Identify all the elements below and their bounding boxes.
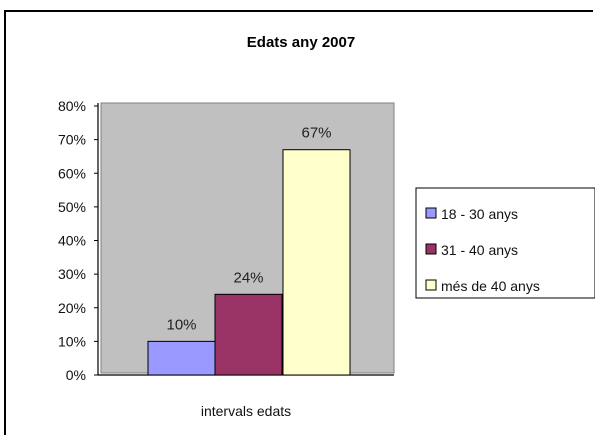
chart-title: Edats any 2007 <box>247 34 355 51</box>
legend-swatch-2 <box>425 243 437 255</box>
data-labels: 10% 24% 67% <box>166 125 331 334</box>
y-tick-label: 20% <box>58 300 86 316</box>
y-tick-label: 70% <box>58 132 86 148</box>
data-label-2: 24% <box>233 269 263 286</box>
legend-label-3: més de 40 anys <box>441 278 540 294</box>
bars <box>147 149 351 376</box>
y-ticks: 0% 10% 20% 30% 40% 50% 60% 70% 80% <box>58 98 98 383</box>
bar-2 <box>214 293 283 376</box>
y-tick-label: 80% <box>58 98 86 114</box>
legend-swatch-1 <box>425 207 437 219</box>
x-axis-label: intervals edats <box>201 403 291 419</box>
y-tick-label: 0% <box>66 367 86 383</box>
chart-svg: Edats any 2007 0% 10% 20% 30% 40% 50% 60% 70% 80… <box>58 34 595 419</box>
legend-swatch-3 <box>425 279 437 291</box>
legend-box <box>415 187 595 299</box>
chart-frame: Edats any 2007 0% 10% 20% 30% 40% 50% 60% 70% 80… <box>4 10 595 435</box>
y-tick-label: 30% <box>58 266 86 282</box>
y-tick-label: 10% <box>58 333 86 349</box>
data-label-1: 10% <box>166 316 196 333</box>
data-label-3: 67% <box>301 125 331 142</box>
legend: 18 - 30 anys 31 - 40 anys més de 40 anys <box>425 206 540 294</box>
legend-label-2: 31 - 40 anys <box>441 242 518 258</box>
y-tick-label: 60% <box>58 165 86 181</box>
y-tick-label: 40% <box>58 233 86 249</box>
bar-1 <box>147 340 216 376</box>
bar-3 <box>282 149 351 376</box>
y-tick-label: 50% <box>58 199 86 215</box>
legend-label-1: 18 - 30 anys <box>441 206 518 222</box>
